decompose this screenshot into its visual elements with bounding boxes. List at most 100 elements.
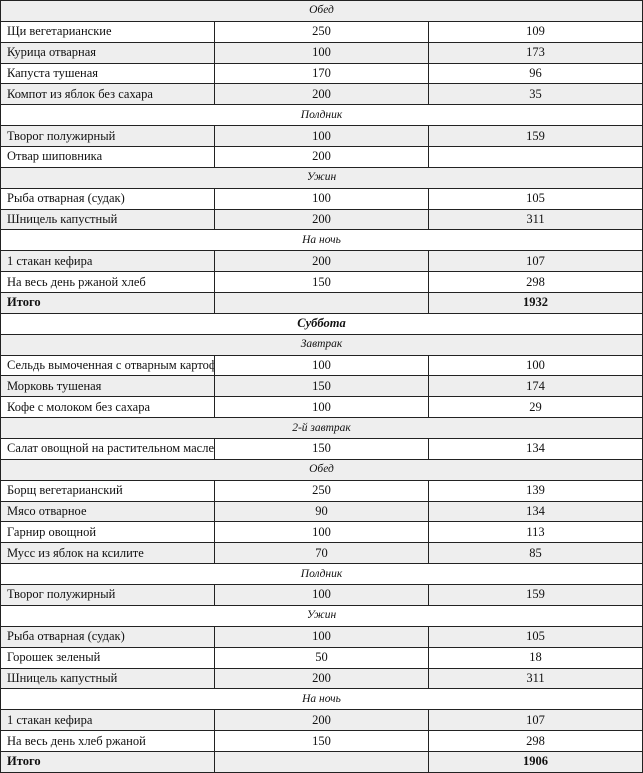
dish-name: На весь день ржаной хлеб xyxy=(0,271,215,294)
dish-name: Компот из яблок без сахара xyxy=(0,83,215,106)
calories: 298 xyxy=(428,271,643,294)
table-row: Творог полужирный 100 159 xyxy=(0,584,643,606)
dish-name: Мусс из яблок на ксилите xyxy=(0,542,215,565)
meal-section-row: На ночь xyxy=(0,229,643,252)
dish-name: Творог полужирный xyxy=(0,125,215,148)
dish-name: Рыба отварная (судак) xyxy=(0,625,215,648)
total-row: Итого 1932 xyxy=(0,292,643,314)
table-row: 1 стакан кефира 200 107 xyxy=(0,709,643,732)
table-row: Компот из яблок без сахара 200 35 xyxy=(0,83,643,106)
portion-weight: 200 xyxy=(214,146,429,168)
calories: 311 xyxy=(428,667,643,690)
table-row: Гарнир овощной 100 113 xyxy=(0,521,643,544)
meal-title: 2-й завтрак xyxy=(0,417,643,440)
meal-section-row: Ужин xyxy=(0,604,643,627)
portion-weight: 100 xyxy=(214,521,429,544)
dish-name: Шницель капустный xyxy=(0,667,215,690)
calories: 174 xyxy=(428,375,643,398)
meal-section-row: Завтрак xyxy=(0,333,643,356)
table-row: Шницель капустный 200 311 xyxy=(0,208,643,231)
dish-name: Итого xyxy=(0,750,215,773)
dish-name: Рыба отварная (судак) xyxy=(0,187,215,210)
table-row: Шницель капустный 200 311 xyxy=(0,667,643,690)
dish-name: Мясо отварное xyxy=(0,500,215,523)
dish-name: Борщ вегетарианский xyxy=(0,479,215,502)
day-title: Суббота xyxy=(0,312,643,335)
calories: 85 xyxy=(428,542,643,565)
calories: 18 xyxy=(428,646,643,669)
calories: 107 xyxy=(428,250,643,273)
dish-name: Морковь тушеная xyxy=(0,375,215,398)
table-row: Мусс из яблок на ксилите 70 85 xyxy=(0,542,643,565)
dish-name: Горошек зеленый xyxy=(0,646,215,669)
portion-weight: 200 xyxy=(214,709,429,732)
portion-weight: 250 xyxy=(214,20,429,43)
calories: 159 xyxy=(428,125,643,148)
table-row: Мясо отварное 90 134 xyxy=(0,500,643,523)
calories xyxy=(428,146,643,168)
portion-weight: 100 xyxy=(214,584,429,606)
portion-weight: 100 xyxy=(214,41,429,64)
portion-weight xyxy=(214,750,429,773)
table-row: Курица отварная 100 173 xyxy=(0,41,643,64)
calories: 105 xyxy=(428,187,643,210)
portion-weight: 150 xyxy=(214,375,429,398)
calories: 298 xyxy=(428,730,643,752)
meal-title: Ужин xyxy=(0,604,643,627)
meal-title: Обед xyxy=(0,0,643,22)
calories: 173 xyxy=(428,41,643,64)
calories: 100 xyxy=(428,354,643,377)
meal-section-row: 2-й завтрак xyxy=(0,417,643,440)
calories: 29 xyxy=(428,396,643,419)
portion-weight: 200 xyxy=(214,250,429,273)
calories: 96 xyxy=(428,62,643,85)
table-row: Рыба отварная (судак) 100 105 xyxy=(0,187,643,210)
meal-section-row: На ночь xyxy=(0,688,643,711)
dish-name: Салат овощной на растительном масле xyxy=(0,438,215,460)
meal-section-row: Обед xyxy=(0,458,643,481)
dish-name: Кофе с молоком без сахара xyxy=(0,396,215,419)
dish-name: 1 стакан кефира xyxy=(0,250,215,273)
meal-title: Полдник xyxy=(0,563,643,586)
table-row: Борщ вегетарианский 250 139 xyxy=(0,479,643,502)
dish-name: Творог полужирный xyxy=(0,584,215,606)
calories: 113 xyxy=(428,521,643,544)
calories: 134 xyxy=(428,438,643,460)
dish-name: Капуста тушеная xyxy=(0,62,215,85)
dish-name: Итого xyxy=(0,292,215,314)
meal-section-row: Полдник xyxy=(0,104,643,127)
table-row: Салат овощной на растительном масле 150 13… xyxy=(0,438,643,460)
table-row: Рыба отварная (судак) 100 105 xyxy=(0,625,643,648)
portion-weight: 100 xyxy=(214,187,429,210)
meal-section-row: Ужин xyxy=(0,166,643,189)
meal-title: Ужин xyxy=(0,166,643,189)
meal-title: Полдник xyxy=(0,104,643,127)
day-header-row: Суббота xyxy=(0,312,643,335)
calories: 311 xyxy=(428,208,643,231)
portion-weight: 250 xyxy=(214,479,429,502)
table-row: Отвар шиповника 200 xyxy=(0,146,643,168)
portion-weight: 200 xyxy=(214,667,429,690)
portion-weight: 150 xyxy=(214,438,429,460)
table-row: Творог полужирный 100 159 xyxy=(0,125,643,148)
dish-name: Курица отварная xyxy=(0,41,215,64)
portion-weight: 170 xyxy=(214,62,429,85)
dish-name: Гарнир овощной xyxy=(0,521,215,544)
table-row: Щи вегетарианские 250 109 xyxy=(0,20,643,43)
calories: 139 xyxy=(428,479,643,502)
table-row: Морковь тушеная 150 174 xyxy=(0,375,643,398)
table-row: Горошек зеленый 50 18 xyxy=(0,646,643,669)
calories: 134 xyxy=(428,500,643,523)
meal-section-row: Обед xyxy=(0,0,643,22)
dish-name: Сельдь вымоченная с отварным картофелем xyxy=(0,354,215,377)
table-row: Капуста тушеная 170 96 xyxy=(0,62,643,85)
portion-weight: 150 xyxy=(214,730,429,752)
portion-weight xyxy=(214,292,429,314)
meal-title: Завтрак xyxy=(0,333,643,356)
calories: 107 xyxy=(428,709,643,732)
calories: 109 xyxy=(428,20,643,43)
dish-name: 1 стакан кефира xyxy=(0,709,215,732)
portion-weight: 100 xyxy=(214,125,429,148)
calories: 159 xyxy=(428,584,643,606)
